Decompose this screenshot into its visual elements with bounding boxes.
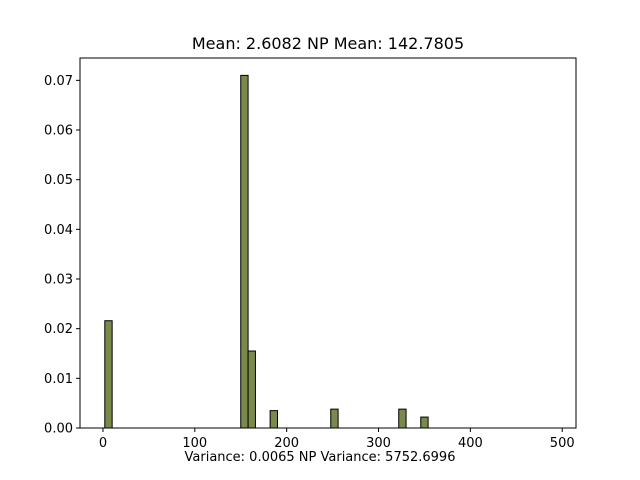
x-tick-label-1: 100 (182, 436, 207, 451)
bar-4 (330, 408, 339, 429)
x-axis-label: Variance: 0.0065 NP Variance: 5752.6996 (185, 450, 456, 465)
x-tick-label-5: 500 (550, 436, 575, 451)
x-tick-label-3: 300 (366, 436, 391, 451)
chart-title: Mean: 2.6082 NP Mean: 142.7805 (192, 34, 464, 53)
y-tick-label-2: 0.02 (44, 322, 73, 337)
y-tick-label-4: 0.04 (44, 223, 73, 238)
x-tick-label-4: 400 (458, 436, 483, 451)
y-tick-label-1: 0.01 (44, 372, 73, 387)
y-tick-label-7: 0.07 (44, 74, 73, 89)
y-tick-label-6: 0.06 (44, 124, 73, 139)
x-tick-label-2: 200 (274, 436, 299, 451)
x-axis: 0 100 200 300 400 500 (99, 428, 575, 451)
bar-2 (247, 350, 256, 429)
bar-1 (240, 74, 249, 429)
bar-3 (269, 410, 278, 429)
y-axis: 0.00 0.01 0.02 0.03 0.04 0.05 0.06 0.07 (44, 74, 80, 437)
bar-0 (104, 320, 113, 429)
y-tick-label-5: 0.05 (44, 173, 73, 188)
y-tick-label-3: 0.03 (44, 273, 73, 288)
bar-6 (420, 416, 429, 429)
bar-5 (398, 408, 407, 429)
x-tick-label-0: 0 (99, 436, 107, 451)
y-tick-label-0: 0.00 (44, 422, 73, 437)
plot-frame (79, 57, 577, 429)
